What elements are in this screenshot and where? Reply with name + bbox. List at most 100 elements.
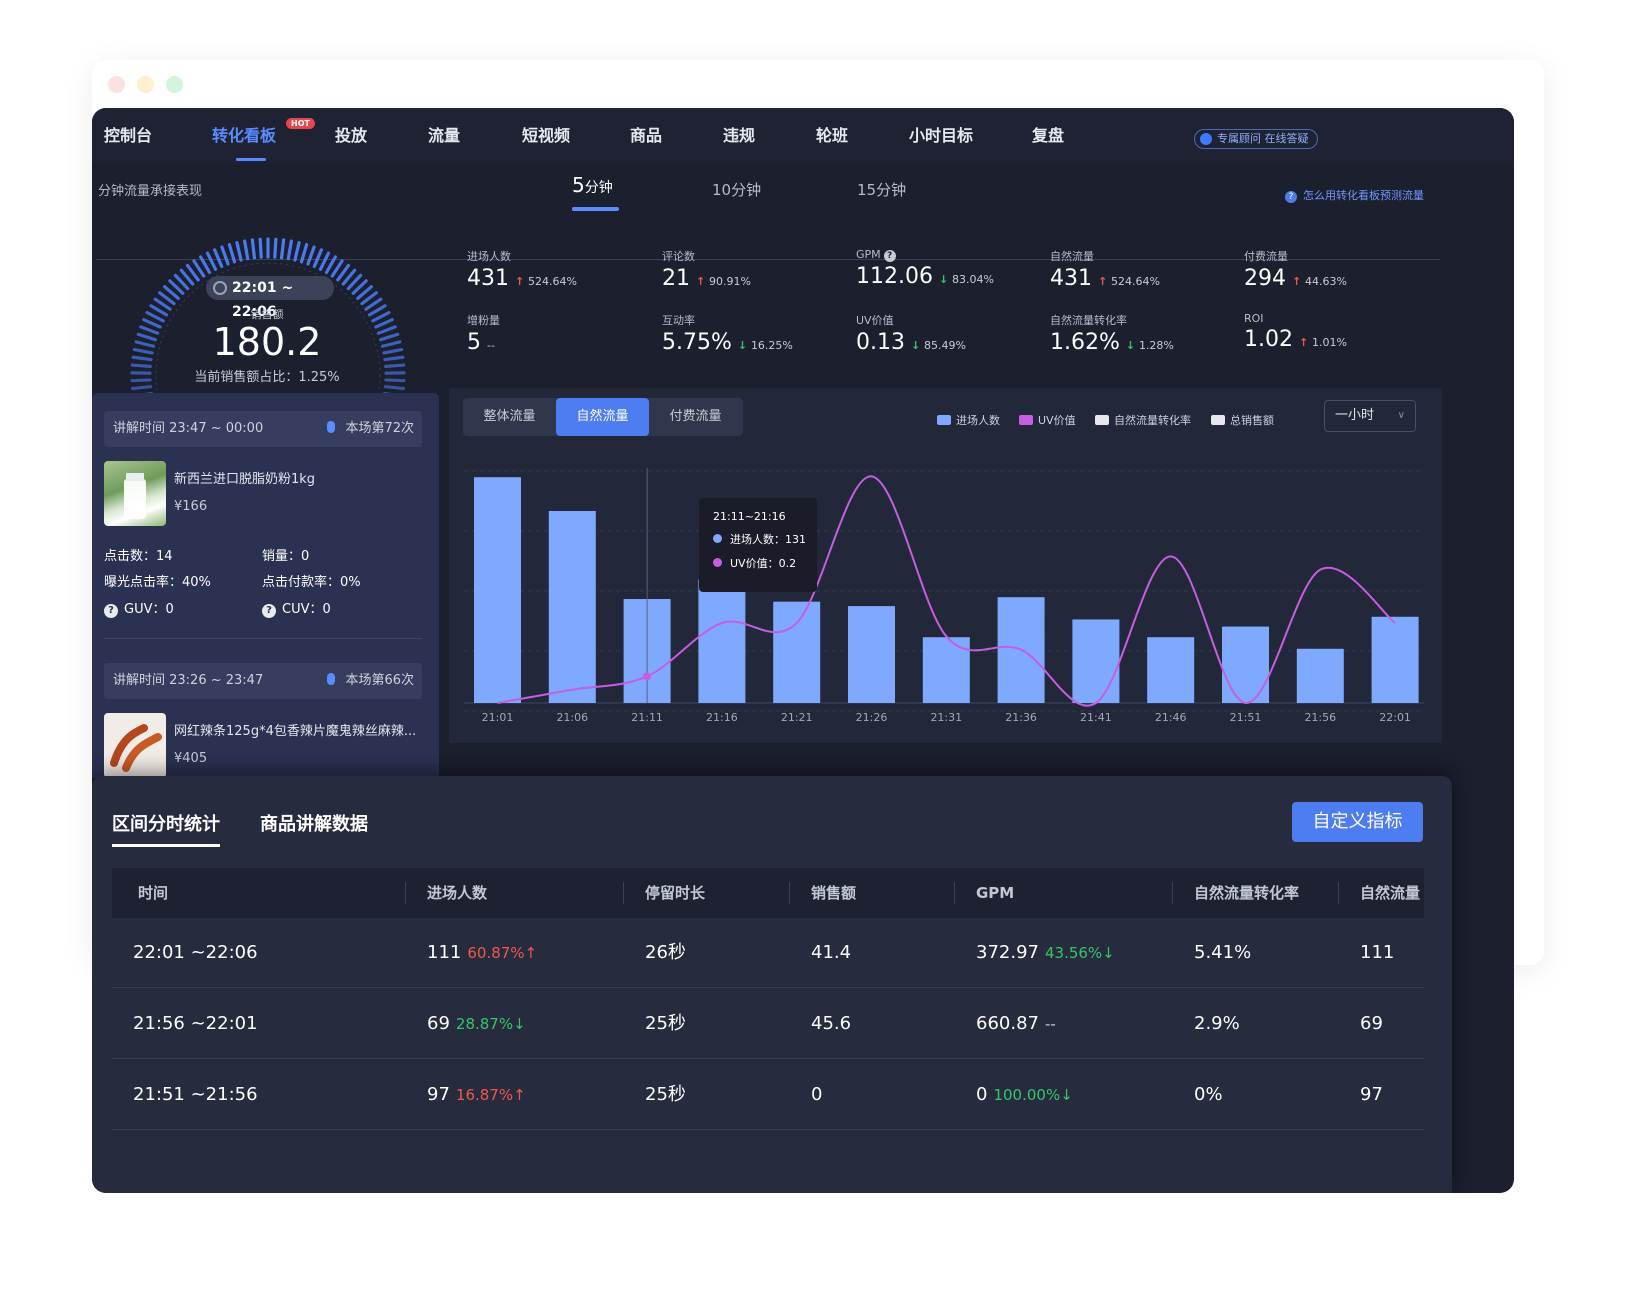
bar-visitors[interactable]: [1371, 616, 1419, 703]
col-natural-traffic[interactable]: 自然流量: [1360, 884, 1421, 902]
tab-interval-stats[interactable]: 区间分时统计: [112, 814, 220, 835]
tab-5min[interactable]: 5分钟: [572, 173, 613, 197]
nav-review[interactable]: 复盘: [1032, 126, 1065, 145]
nav-conversion-board[interactable]: 转化看板: [212, 126, 277, 145]
help-link[interactable]: ? 怎么用转化看板预测流量: [1285, 187, 1424, 203]
gauge-tick: [162, 285, 180, 300]
help-icon[interactable]: ?: [104, 604, 118, 618]
tab-product-explanation[interactable]: 商品讲解数据: [260, 814, 368, 835]
cell-visitors-value: 97: [427, 1084, 450, 1105]
bar-visitors[interactable]: [698, 579, 746, 703]
legend-natural-rate[interactable]: 自然流量转化率: [1095, 412, 1191, 428]
cell-visitors: 97 16.87%↑: [427, 1060, 526, 1130]
product-image-milk-powder[interactable]: [104, 461, 166, 526]
bar-visitors[interactable]: [922, 637, 970, 703]
col-sales[interactable]: 销售额: [811, 884, 857, 902]
legend-visitors[interactable]: 进场人数: [937, 412, 1000, 428]
nav-violations[interactable]: 违规: [723, 126, 756, 145]
metric-delta: --: [487, 339, 495, 352]
custom-metrics-button[interactable]: 自定义指标: [1292, 802, 1423, 842]
legend-swatch: [937, 415, 951, 425]
cell-gpm: 372.97 43.56%↓: [976, 918, 1115, 988]
time-range-select[interactable]: 一小时 ∨: [1324, 400, 1416, 432]
bar-visitors[interactable]: [548, 511, 596, 703]
nav-traffic[interactable]: 流量: [428, 126, 461, 145]
section-title: 分钟流量承接表现: [98, 184, 203, 199]
metric-value: 5.75%: [662, 330, 732, 355]
cell-natural-traffic-value: 69: [1360, 1013, 1383, 1034]
gauge-tick: [149, 304, 169, 317]
col-gpm[interactable]: GPM: [976, 884, 1015, 902]
nav-shifts[interactable]: 轮班: [816, 126, 849, 145]
metric-delta: ↑ 1.01%: [1299, 336, 1347, 349]
cell-natural-rate-value: 2.9%: [1194, 1013, 1240, 1034]
help-icon[interactable]: ?: [262, 604, 276, 618]
table-row[interactable]: 21:56 ~22:01 69 28.87%↓ 25秒 45.6 660.87 -- 2.9%…: [112, 989, 1424, 1059]
interval-header: 分钟流量承接表现 5分钟 10分钟 15分钟 ? 怎么用转化看板预测流量: [92, 163, 1514, 260]
nav-short-video[interactable]: 短视频: [522, 126, 571, 145]
session-header-2: 讲解时间 23:26 ~ 23:47 本场第66次: [104, 663, 422, 699]
gauge-tick: [131, 385, 153, 391]
table-row[interactable]: 22:01 ~22:06 111 60.87%↑ 26秒 41.4 372.97 43.56…: [112, 918, 1424, 988]
nav-console[interactable]: 控制台: [104, 126, 153, 145]
col-natural-rate[interactable]: 自然流量转化率: [1194, 884, 1300, 902]
bar-visitors[interactable]: [474, 477, 521, 703]
cell-stay: 25秒: [645, 1060, 686, 1130]
x-tick-label: 22:01: [1379, 711, 1411, 724]
nav-products[interactable]: 商品: [630, 126, 663, 145]
gauge-tick: [346, 273, 363, 291]
col-stay[interactable]: 停留时长: [645, 884, 706, 902]
bar-visitors[interactable]: [1147, 637, 1195, 703]
metric-card: 付费流量 294 ↑ 44.63%: [1244, 248, 1434, 291]
gauge-tick: [132, 347, 154, 355]
minimize-dot[interactable]: [137, 76, 154, 93]
legend-total-sales[interactable]: 总销售额: [1211, 412, 1274, 428]
arrow-up-icon: ↑: [1098, 275, 1112, 288]
bar-visitors[interactable]: [1296, 648, 1344, 703]
gauge-tick: [136, 332, 157, 342]
gauge-tick: [173, 273, 190, 291]
metric-label: 评论数: [662, 250, 695, 263]
tab-5min-unit: 分钟: [584, 180, 613, 196]
traffic-chart[interactable]: 21:01 21:06 21:11 21:16 21:21 21:26 21:31 21:36…: [449, 443, 1442, 743]
segment-paid-traffic[interactable]: 付费流量: [669, 409, 722, 424]
col-time[interactable]: 时间: [138, 884, 169, 902]
stat-ctr: 曝光点击率：40%: [104, 575, 211, 590]
arrow-down-icon: ↓: [1125, 339, 1139, 352]
bar-visitors[interactable]: [773, 601, 821, 703]
gauge-tick: [145, 311, 165, 323]
line-uv-value[interactable]: [497, 475, 1396, 707]
gauge-tick: [330, 259, 344, 278]
product-name[interactable]: 网红辣条125g*4包香辣片魔鬼辣丝麻辣...: [174, 724, 417, 739]
close-dot[interactable]: [108, 76, 125, 93]
delta-badge: 43.56%↓: [1044, 944, 1115, 962]
bar-visitors[interactable]: [848, 606, 895, 703]
segment-overall-traffic[interactable]: 整体流量: [483, 409, 536, 424]
product-image-spicy-strips[interactable]: [104, 713, 166, 778]
stat-cuv-text: CUV：0: [282, 602, 331, 617]
metric-delta: ↓ 85.49%: [911, 339, 966, 352]
legend-uv-value[interactable]: UV价值: [1019, 412, 1076, 428]
cell-gpm-value: 0: [976, 1084, 988, 1105]
stat-guv: ? GUV：0: [104, 598, 174, 618]
cell-sales-value: 41.4: [811, 942, 852, 963]
tab-10min[interactable]: 10分钟: [712, 181, 762, 199]
milk-glass-icon: [124, 473, 146, 519]
tab-5min-number: 5: [572, 173, 585, 197]
help-icon[interactable]: ?: [883, 250, 896, 262]
maximize-dot[interactable]: [166, 76, 183, 93]
metric-delta-value: 524.64%: [1111, 275, 1160, 288]
product-name[interactable]: 新西兰进口脱脂奶粉1kg: [174, 472, 316, 487]
bar-visitors[interactable]: [1222, 626, 1269, 703]
metric-label: 进场人数: [467, 250, 511, 263]
tab-15min[interactable]: 15分钟: [857, 181, 907, 199]
advisor-button[interactable]: 专属顾问 在线答疑: [1194, 129, 1318, 149]
nav-ads[interactable]: 投放: [335, 126, 368, 145]
nav-hourly-goal[interactable]: 小时目标: [909, 126, 974, 145]
segment-natural-traffic[interactable]: 自然流量: [556, 398, 649, 436]
metric-value: 0.13: [856, 330, 905, 355]
bar-visitors[interactable]: [1072, 619, 1120, 703]
col-visitors[interactable]: 进场人数: [427, 884, 488, 902]
arrow-down-icon: ↓: [737, 339, 751, 352]
table-row[interactable]: 21:51 ~21:56 97 16.87%↑ 25秒 0 0 100.00%↓ 0% 97: [112, 1060, 1424, 1130]
